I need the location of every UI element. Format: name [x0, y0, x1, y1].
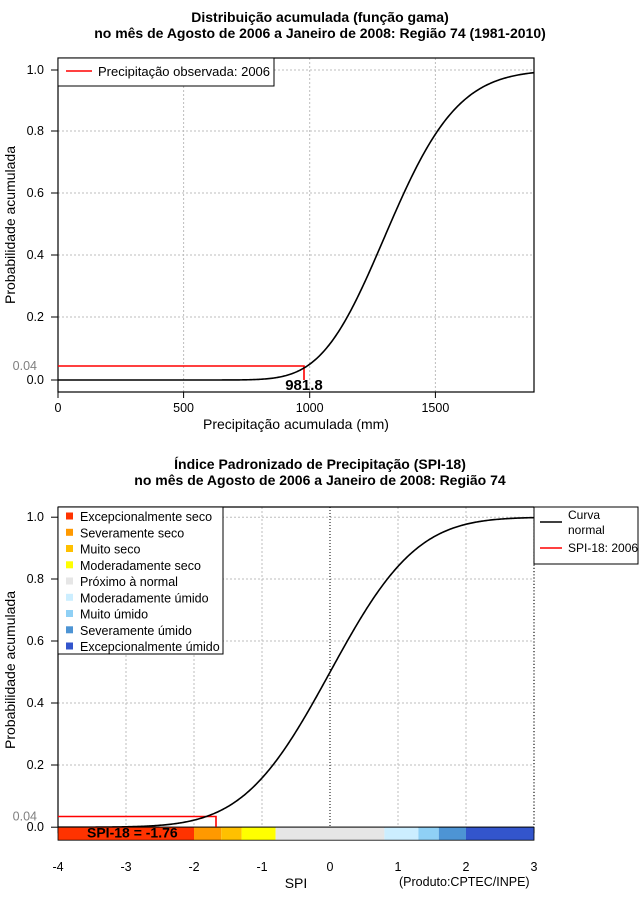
svg-text:0.6: 0.6 [27, 186, 44, 200]
svg-text:Moderadamente seco: Moderadamente seco [80, 559, 201, 573]
svg-text:0.04: 0.04 [13, 810, 37, 824]
svg-text:Excepcionalmente seco: Excepcionalmente seco [80, 510, 212, 524]
svg-text:Probabilidade acumulada: Probabilidade acumulada [2, 591, 18, 749]
svg-text:1.0: 1.0 [27, 63, 44, 77]
svg-text:0.04: 0.04 [13, 359, 37, 373]
svg-text:0.0: 0.0 [27, 373, 44, 387]
svg-text:1: 1 [395, 860, 402, 874]
svg-text:normal: normal [568, 523, 605, 537]
svg-text:500: 500 [173, 401, 194, 415]
svg-text:Severamente úmido: Severamente úmido [80, 624, 192, 638]
svg-text:Precipitação observada: 2006: Precipitação observada: 2006 [98, 64, 270, 79]
svg-text:Moderadamente úmido: Moderadamente úmido [80, 591, 209, 605]
svg-text:SPI-18 = -1.76: SPI-18 = -1.76 [87, 825, 178, 841]
svg-text:Excepcionalmente úmido: Excepcionalmente úmido [80, 640, 220, 654]
svg-text:981.8: 981.8 [285, 377, 323, 394]
svg-text:Próximo à normal: Próximo à normal [80, 575, 178, 589]
svg-text:0.8: 0.8 [27, 124, 44, 138]
svg-text:0.8: 0.8 [27, 572, 44, 586]
svg-text:SPI-18: 2006: SPI-18: 2006 [568, 541, 638, 555]
svg-text:2: 2 [463, 860, 470, 874]
svg-text:1.0: 1.0 [27, 510, 44, 524]
svg-text:Probabilidade acumulada: Probabilidade acumulada [2, 146, 18, 304]
svg-text:1500: 1500 [421, 401, 449, 415]
svg-text:0.4: 0.4 [27, 696, 44, 710]
svg-text:Muito úmido: Muito úmido [80, 608, 148, 622]
svg-text:-3: -3 [120, 860, 131, 874]
svg-text:Muito seco: Muito seco [80, 543, 140, 557]
svg-text:3: 3 [531, 860, 538, 874]
svg-text:-4: -4 [52, 860, 63, 874]
svg-text:0.6: 0.6 [27, 634, 44, 648]
svg-text:-1: -1 [256, 860, 267, 874]
svg-text:(Produto:CPTEC/INPE): (Produto:CPTEC/INPE) [399, 875, 530, 889]
svg-text:0: 0 [327, 860, 334, 874]
svg-text:0.2: 0.2 [27, 758, 44, 772]
svg-text:0: 0 [55, 401, 62, 415]
svg-text:SPI: SPI [285, 875, 308, 891]
svg-text:Severamente seco: Severamente seco [80, 526, 184, 540]
svg-text:Precipitação acumulada (mm): Precipitação acumulada (mm) [203, 416, 389, 432]
svg-text:1000: 1000 [296, 401, 324, 415]
svg-text:0.2: 0.2 [27, 310, 44, 324]
svg-text:-2: -2 [188, 860, 199, 874]
svg-text:0.4: 0.4 [27, 248, 44, 262]
svg-text:Curva: Curva [568, 508, 600, 522]
